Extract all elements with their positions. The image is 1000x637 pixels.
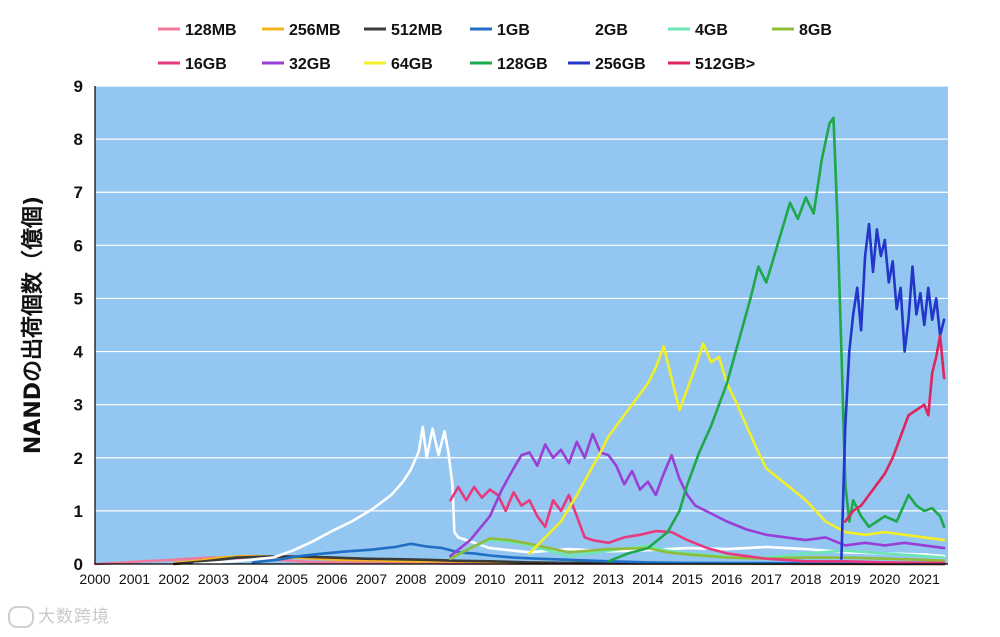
x-tick-label: 2014 (632, 571, 663, 587)
y-tick-label: 9 (74, 77, 83, 96)
legend-label: 512GB> (695, 56, 755, 73)
legend-label: 128MB (185, 22, 237, 39)
legend-label: 2GB (595, 22, 628, 39)
legend-label: 32GB (289, 56, 331, 73)
legend: 128MB 256MB 512MB 1GB 2GB 4GB 8GB 16GB 32GB 64GB 1… (158, 22, 832, 73)
x-tick-label: 2002 (158, 571, 189, 587)
x-tick-label: 2010 (474, 571, 505, 587)
series-line-4gb (449, 538, 946, 560)
x-tick-label: 2017 (751, 571, 782, 587)
x-tick-label: 2000 (79, 571, 110, 587)
x-tick-label: 2011 (514, 571, 544, 587)
x-tick-label: 2020 (869, 571, 900, 587)
x-tick-label: 2013 (593, 571, 624, 587)
y-tick-label: 4 (74, 343, 84, 362)
x-tick-label: 2001 (119, 571, 150, 587)
series-line-1gb (251, 542, 946, 565)
x-tick-label: 2008 (395, 571, 426, 587)
y-axis-label: NANDの出荷個数（億個) (20, 196, 46, 454)
legend-label: 512MB (391, 22, 443, 39)
plot-area (95, 86, 948, 564)
x-tick-label: 2006 (316, 571, 347, 587)
legend-label: 16GB (185, 56, 227, 73)
y-tick-label: 5 (74, 289, 83, 308)
x-tick-label: 2004 (237, 571, 268, 587)
x-tick-label: 2003 (198, 571, 229, 587)
watermark: 大数跨境 (8, 602, 110, 628)
series-line-256gb (840, 222, 946, 560)
legend-label: 256GB (595, 56, 646, 73)
y-tick-label: 2 (74, 449, 83, 468)
y-tick-label: 7 (74, 183, 83, 202)
gridlines (95, 85, 948, 512)
x-tick-label: 2019 (830, 571, 861, 587)
series-line-512mb (172, 555, 946, 566)
y-tick-label: 6 (74, 236, 83, 255)
series-line-512gb (844, 334, 946, 523)
axes: 0 1 2 3 4 5 6 7 8 9 2000 2001 2002 2003 2004 2005 2006 20… (20, 77, 948, 587)
series-lines (93, 116, 946, 566)
y-tick-label: 0 (74, 555, 83, 574)
x-tick-label: 2007 (356, 571, 387, 587)
y-tick-label: 1 (74, 502, 83, 521)
legend-label: 64GB (391, 56, 433, 73)
y-tick-label: 8 (74, 130, 83, 149)
x-tick-label: 2018 (790, 571, 821, 587)
series-line-2gb (192, 425, 946, 566)
x-tick-label: 2005 (277, 571, 308, 587)
watermark-logo-icon (8, 606, 34, 628)
watermark-text: 大数跨境 (38, 607, 110, 627)
series-line-64gb (528, 342, 946, 555)
x-tick-label: 2012 (553, 571, 584, 587)
x-tick-label: 2016 (711, 571, 742, 587)
x-tick-label: 2021 (909, 571, 940, 587)
y-tick-label: 3 (74, 396, 83, 415)
legend-label: 4GB (695, 22, 728, 39)
series-line-16gb (449, 485, 946, 565)
legend-label: 1GB (497, 22, 530, 39)
x-tick-label: 2009 (435, 571, 466, 587)
legend-label: 8GB (799, 22, 832, 39)
legend-label: 128GB (497, 56, 548, 73)
legend-label: 256MB (289, 22, 341, 39)
series-line-32gb (449, 432, 946, 558)
series-line-128gb (607, 116, 946, 563)
x-tick-label: 2015 (672, 571, 703, 587)
